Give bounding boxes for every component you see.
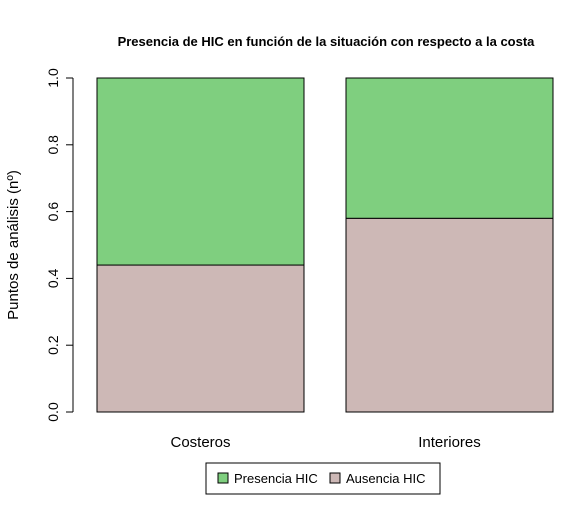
y-tick-label: 0.2 bbox=[45, 335, 61, 355]
x-category-label: Costeros bbox=[170, 434, 230, 451]
legend-label: Ausencia HIC bbox=[346, 471, 425, 486]
y-tick-label: 0.6 bbox=[45, 202, 61, 222]
y-axis: 0.0 0.2 0.4 0.6 0.8 1.0 bbox=[45, 68, 74, 422]
legend: Presencia HIC Ausencia HIC bbox=[205, 462, 441, 495]
y-tick-label: 1.0 bbox=[45, 68, 61, 88]
y-tick-label: 0.0 bbox=[45, 402, 61, 422]
y-axis-label: Puntos de análisis (nº) bbox=[5, 170, 22, 320]
bars bbox=[96, 77, 554, 413]
legend-label: Presencia HIC bbox=[234, 471, 318, 486]
bar-segment bbox=[96, 77, 305, 266]
legend-swatch bbox=[217, 472, 229, 484]
chart-title: Presencia de HIC en función de la situac… bbox=[118, 34, 536, 49]
bar-segment bbox=[345, 77, 554, 219]
y-tick-label: 0.8 bbox=[45, 135, 61, 155]
x-category-label: Interiores bbox=[418, 434, 481, 451]
bar-segment bbox=[345, 217, 554, 413]
y-tick-label: 0.4 bbox=[45, 268, 61, 288]
legend-swatch bbox=[329, 472, 341, 484]
x-axis: Costeros Interiores bbox=[170, 434, 480, 451]
legend-box bbox=[205, 462, 441, 495]
bar-segment bbox=[96, 264, 305, 413]
